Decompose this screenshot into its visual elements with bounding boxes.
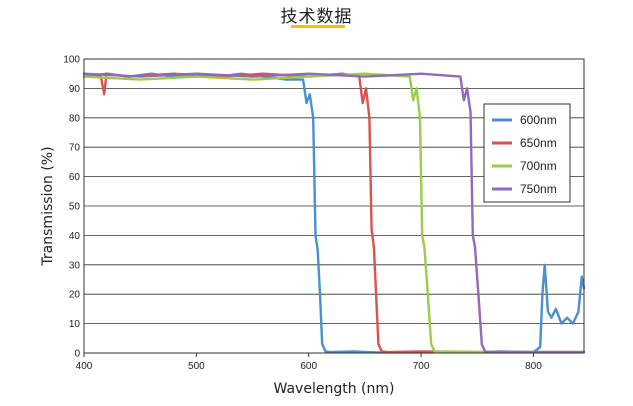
x-tick-label: 700: [413, 361, 430, 372]
series-line-700nm: [82, 72, 586, 354]
series-layer: [82, 72, 586, 354]
legend-label: 700nm: [520, 159, 557, 173]
y-tick-label: 90: [69, 84, 81, 95]
x-tick-label: 400: [76, 361, 93, 372]
y-tick-label: 50: [69, 202, 81, 213]
y-tick-label: 60: [69, 172, 81, 183]
y-tick-label: 20: [69, 290, 81, 301]
y-axis-title: Transmission (%): [40, 146, 56, 266]
y-tick-label: 30: [69, 260, 81, 271]
y-tick-label: 10: [69, 319, 81, 330]
y-tick-label: 0: [74, 349, 80, 360]
y-tick-label: 80: [69, 113, 81, 124]
y-tick-label: 70: [69, 143, 81, 154]
heading-underline: [291, 25, 345, 28]
page-heading: 技术数据: [280, 7, 353, 27]
plot-frame: [83, 58, 585, 354]
axes: [83, 58, 585, 354]
y-tick-label: 40: [69, 231, 81, 242]
legend: 600nm 650nm 700nm 750nm: [483, 103, 571, 203]
grid: [84, 58, 584, 354]
series-line-750nm: [82, 72, 586, 354]
x-tick-label: 600: [300, 361, 317, 372]
x-axis-title: Wavelength (nm): [274, 381, 395, 397]
tick-labels: 0 10 20 30 40 50 60 70 80 90 100 400 500 600 700 800: [63, 55, 542, 373]
x-tick-label: 500: [188, 361, 205, 372]
legend-label: 650nm: [520, 136, 557, 150]
legend-label: 750nm: [520, 182, 557, 196]
legend-label: 600nm: [520, 113, 557, 127]
y-tick-label: 100: [63, 55, 80, 66]
x-tick-label: 800: [525, 361, 542, 372]
